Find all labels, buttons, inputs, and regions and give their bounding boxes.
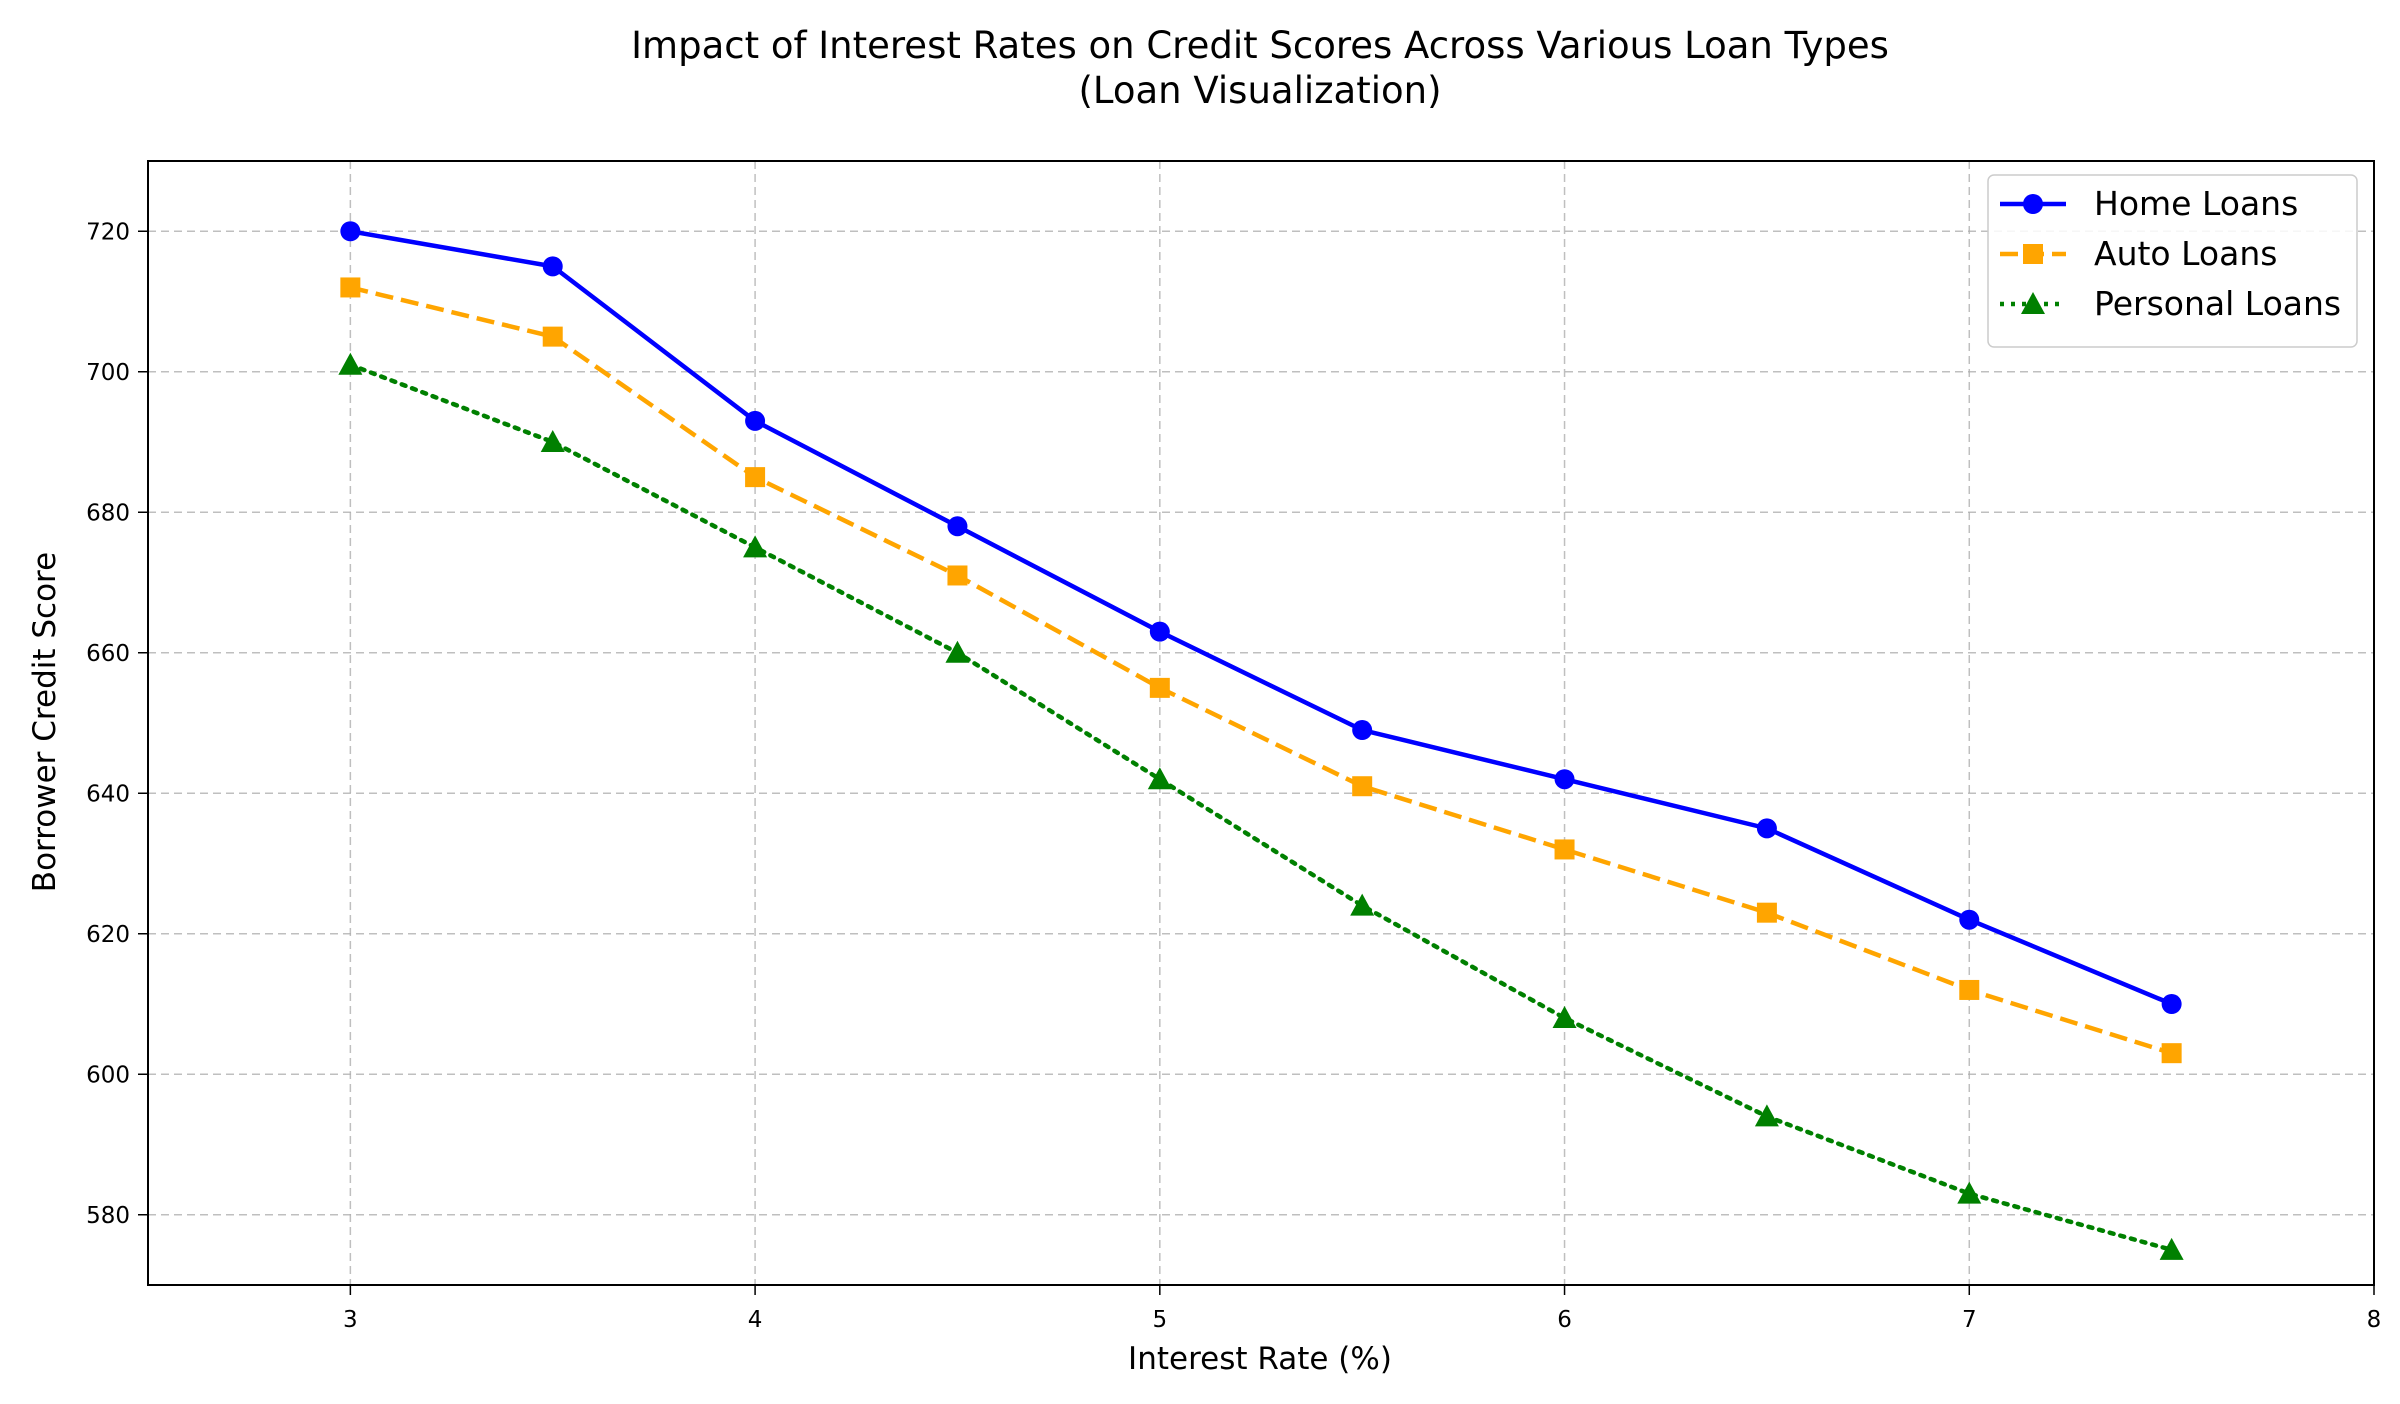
x-tick-label: 3 [343, 1307, 358, 1333]
data-point-personal-loans [338, 352, 363, 375]
data-point-home-loans [1149, 621, 1170, 642]
series-line-auto-loans [349, 285, 2173, 1056]
y-tick-label: 680 [86, 500, 130, 526]
data-point-personal-loans [1754, 1104, 1779, 1127]
data-point-personal-loans [1147, 767, 1172, 790]
data-point-personal-loans [743, 535, 768, 558]
data-point-auto-loans [542, 326, 563, 347]
legend-box [1987, 174, 2358, 348]
legend-marker-home-loans [2023, 194, 2043, 214]
y-tick-label: 700 [86, 360, 130, 386]
data-point-auto-loans [1352, 776, 1373, 797]
y-tick-label: 620 [86, 922, 130, 948]
series-line-home-loans [349, 229, 2173, 1007]
data-point-auto-loans [1554, 839, 1575, 860]
y-tick-label: 640 [86, 781, 130, 807]
x-axis-label: Interest Rate (%) [1128, 1341, 1392, 1377]
data-point-home-loans [947, 516, 968, 537]
data-point-personal-loans [945, 640, 970, 663]
data-point-home-loans [1352, 720, 1373, 741]
data-point-home-loans [745, 410, 766, 431]
x-tick-label: 4 [748, 1307, 763, 1333]
series-home-loans [340, 221, 2182, 1014]
chart-title: Impact of Interest Rates on Credit Score… [631, 24, 1889, 67]
chart-subtitle: (Loan Visualization) [1078, 69, 1441, 112]
data-point-auto-loans [2161, 1043, 2182, 1064]
legend-label-personal-loans: Personal Loans [2094, 284, 2341, 323]
x-tick-label: 7 [1962, 1307, 1977, 1333]
plot-frame [147, 160, 2375, 1286]
legend-item-home-loans: Home Loans [2000, 184, 2298, 223]
data-point-auto-loans [340, 277, 361, 298]
x-tick-label: 8 [2367, 1307, 2382, 1333]
y-tick-label: 660 [86, 641, 130, 667]
ticks: 3 4 5 6 7 8 580 600 620 640 660 680 700 720 [86, 219, 2381, 1333]
data-point-auto-loans [1756, 902, 1777, 923]
legend: Home Loans Auto Loans Personal Loans [1987, 174, 2358, 348]
legend-item-personal-loans: Personal Loans [2000, 284, 2341, 323]
series-personal-loans [338, 352, 2184, 1260]
data-point-home-loans [1756, 818, 1777, 839]
data-point-home-loans [542, 256, 563, 277]
y-tick-label: 720 [86, 219, 130, 245]
data-point-personal-loans [1957, 1181, 1982, 1204]
legend-label-auto-loans: Auto Loans [2094, 234, 2277, 273]
series-line-personal-loans [348, 362, 2174, 1253]
data-point-personal-loans [1350, 893, 1375, 916]
series-auto-loans [340, 277, 2182, 1064]
legend-marker-personal-loans [2021, 292, 2045, 314]
data-point-home-loans [1959, 909, 1980, 930]
data-point-auto-loans [1149, 677, 1170, 698]
data-point-home-loans [1554, 769, 1575, 790]
data-point-personal-loans [1552, 1006, 1577, 1029]
data-point-home-loans [2161, 994, 2182, 1014]
legend-marker-auto-loans [2023, 244, 2043, 264]
x-tick-label: 5 [1152, 1307, 1167, 1333]
data-point-personal-loans [2159, 1237, 2184, 1260]
data-point-auto-loans [1959, 979, 1980, 1000]
data-point-auto-loans [947, 565, 968, 586]
data-point-auto-loans [745, 467, 766, 488]
y-tick-label: 600 [86, 1062, 130, 1088]
data-point-home-loans [340, 221, 361, 242]
data-point-personal-loans [540, 430, 565, 452]
x-tick-label: 6 [1557, 1307, 1572, 1333]
y-tick-label: 580 [86, 1203, 130, 1229]
legend-label-home-loans: Home Loans [2094, 184, 2298, 223]
y-axis-label: Borrower Credit Score [27, 552, 63, 892]
series-group [338, 221, 2184, 1260]
legend-item-auto-loans: Auto Loans [2000, 234, 2277, 273]
